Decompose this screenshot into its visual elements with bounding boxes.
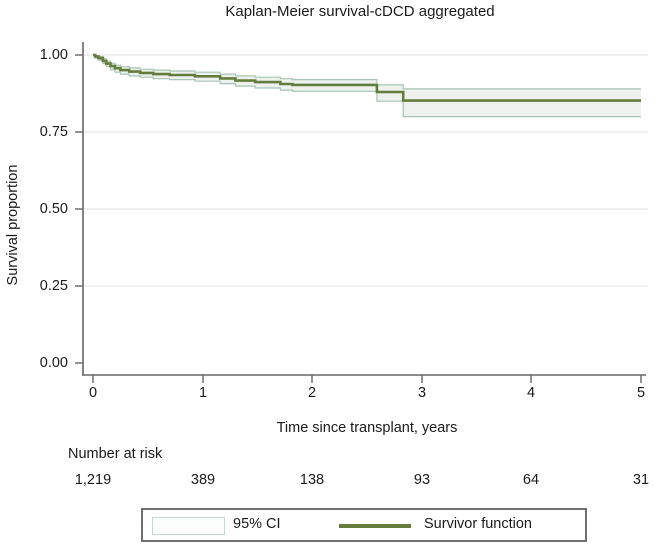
risk-table-title: Number at risk — [68, 446, 163, 462]
chart-title: Kaplan-Meier survival-cDCD aggregated — [225, 3, 495, 20]
ci-upper-edge — [93, 54, 641, 90]
x-tick-label-0: 0 — [88, 385, 98, 401]
gridlines — [84, 54, 648, 287]
risk-value-year0: 1,219 — [74, 472, 112, 488]
plot-area — [75, 42, 648, 383]
risk-value-year3: 93 — [413, 472, 431, 488]
y-tick-label-1.00: 1.00 — [39, 47, 68, 63]
ci-lower-edge — [93, 54, 641, 118]
x-axis-label: Time since transplant, years — [276, 420, 458, 436]
ci-band-swatch — [152, 517, 225, 535]
legend-survivor-label: Survivor function — [424, 516, 532, 532]
legend-box: 95% CI Survivor function — [141, 508, 587, 542]
risk-value-year4: 64 — [522, 472, 540, 488]
risk-value-year5: 31 — [632, 472, 650, 488]
x-tick-label-4: 4 — [526, 385, 536, 401]
x-tick-label-5: 5 — [636, 385, 646, 401]
x-tick-label-1: 1 — [198, 385, 208, 401]
risk-value-year1: 389 — [190, 472, 216, 488]
axes — [75, 42, 646, 383]
x-tick-label-2: 2 — [307, 385, 317, 401]
x-tick-label-3: 3 — [417, 385, 427, 401]
survivor-line-swatch — [339, 524, 411, 528]
y-tick-label-0.00: 0.00 — [39, 355, 68, 371]
y-tick-label-0.25: 0.25 — [39, 278, 68, 294]
y-tick-label-0.50: 0.50 — [39, 201, 68, 217]
y-tick-label-0.75: 0.75 — [39, 124, 68, 140]
risk-value-year2: 138 — [299, 472, 325, 488]
legend-ci-label: 95% CI — [233, 516, 281, 532]
survivor-function-line — [93, 53, 641, 102]
